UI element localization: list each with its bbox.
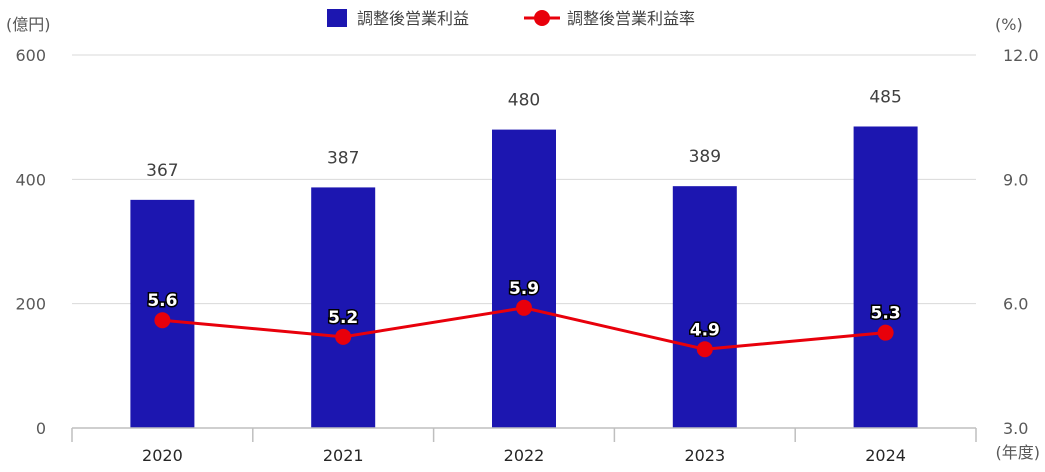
legend-swatch-bar	[327, 9, 347, 27]
y-left-tick-label: 0	[36, 419, 46, 438]
y-right-unit: (%)	[995, 15, 1023, 34]
line-marker	[516, 299, 532, 316]
x-tick-label: 2023	[684, 446, 725, 465]
line-value-label: 5.9	[509, 279, 539, 299]
line-value-label: 4.9	[690, 320, 720, 340]
line-series	[154, 299, 894, 358]
line-marker	[877, 324, 894, 341]
y-left-unit: (億円)	[6, 15, 51, 34]
x-tick-label: 2022	[504, 446, 545, 465]
line-value-label: 5.6	[147, 291, 177, 311]
bar-value-label: 367	[146, 161, 178, 181]
bar-value-label: 485	[869, 87, 901, 107]
line-marker	[696, 341, 713, 358]
bar	[311, 187, 376, 428]
bar-value-label: 387	[327, 148, 359, 168]
y-right-tick-label: 6.0	[1003, 295, 1028, 314]
y-left-tick-label: 400	[15, 170, 46, 189]
x-tick-label: 2024	[865, 446, 906, 465]
line-marker	[154, 312, 171, 329]
data-labels: 367 387 480 389 485 5.6 5.2 5.9 4.9 5.3	[146, 87, 902, 341]
y-left-tick-label: 600	[15, 46, 46, 65]
x-tick-label: 2020	[142, 446, 183, 465]
bar	[853, 126, 918, 428]
bar-series	[130, 126, 918, 428]
legend: 調整後営業利益 調整後営業利益率	[327, 9, 695, 28]
bar	[492, 129, 556, 428]
legend-swatch-marker	[534, 10, 550, 26]
legend-label-bar: 調整後営業利益	[357, 9, 469, 28]
line-value-label: 5.3	[871, 304, 901, 324]
y-left-tick-label: 200	[15, 295, 46, 314]
legend-label-line: 調整後営業利益率	[567, 9, 695, 28]
y-right-tick-label: 9.0	[1003, 170, 1028, 189]
bar-value-label: 480	[508, 91, 540, 111]
bar-value-label: 389	[689, 147, 721, 167]
y-right-tick-label: 3.0	[1003, 419, 1028, 438]
bar	[672, 186, 737, 428]
x-tick-label: 2021	[323, 446, 364, 465]
axes: 0 200 400 600 3.0 6.0 9.0 12.0 (億円) (%) 2020 2021 20…	[6, 15, 1040, 465]
x-axis-unit: (年度)	[996, 443, 1041, 462]
line-marker	[335, 328, 352, 345]
line-value-label: 5.2	[328, 308, 358, 328]
y-right-tick-label: 12.0	[1003, 46, 1039, 65]
